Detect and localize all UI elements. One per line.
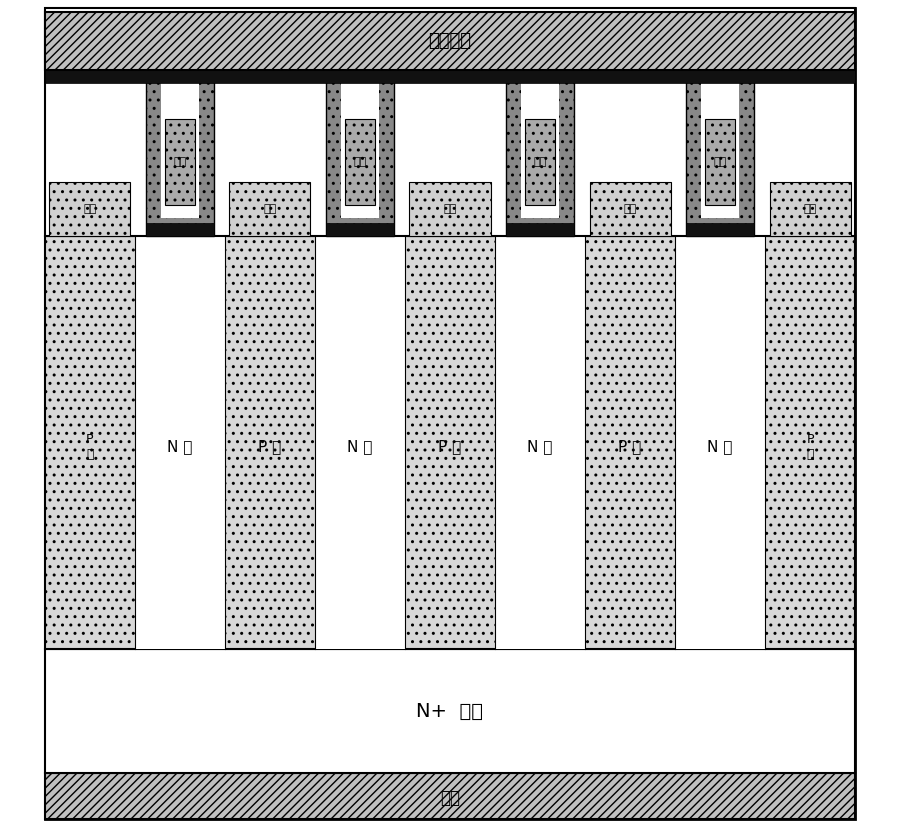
Bar [165,119,194,205]
Bar [706,119,735,205]
Bar [770,182,850,236]
Bar [507,70,574,236]
Text: N+  衬底: N+ 衬底 [417,702,483,720]
Bar [521,70,559,218]
Text: P 柱: P 柱 [258,439,282,454]
Text: N 柱: N 柱 [167,439,193,454]
Bar [315,236,405,649]
Text: 漏极: 漏极 [440,789,460,807]
Bar [45,649,855,773]
Bar [45,236,855,649]
Text: P 柱: P 柱 [438,439,462,454]
Text: 栅极: 栅极 [534,157,546,167]
Text: 体区: 体区 [624,203,636,214]
Bar [410,182,490,236]
Text: 栅极: 栅极 [173,157,186,167]
Bar [507,223,574,236]
Bar [161,70,199,218]
Bar [675,236,765,649]
Bar [346,119,374,205]
Text: 体区: 体区 [264,203,276,214]
Bar [495,236,585,649]
Text: 源极金属: 源极金属 [428,32,472,50]
Bar [45,12,855,70]
Text: 栅极: 栅极 [714,157,727,167]
Bar [146,70,213,236]
Text: N 柱: N 柱 [527,439,553,454]
Text: P 柱: P 柱 [618,439,642,454]
Text: 体区: 体区 [444,203,456,214]
Bar [45,68,855,83]
Bar [45,773,855,819]
Bar [687,223,754,236]
Bar [341,70,379,218]
Text: P
柱: P 柱 [86,433,94,461]
Text: P
柱: P 柱 [806,433,814,461]
Bar [45,8,855,236]
Bar [326,223,393,236]
Text: 体区: 体区 [83,203,96,214]
Bar [701,70,739,218]
Bar [526,119,554,205]
Bar [146,223,213,236]
Bar [230,182,310,236]
Text: N 柱: N 柱 [707,439,733,454]
Bar [326,70,393,236]
Text: 栅极: 栅极 [354,157,366,167]
Bar [135,236,225,649]
Text: N 柱: N 柱 [347,439,373,454]
Bar [50,182,130,236]
Bar [687,70,754,236]
Bar [590,182,670,236]
Text: 体区: 体区 [804,203,817,214]
